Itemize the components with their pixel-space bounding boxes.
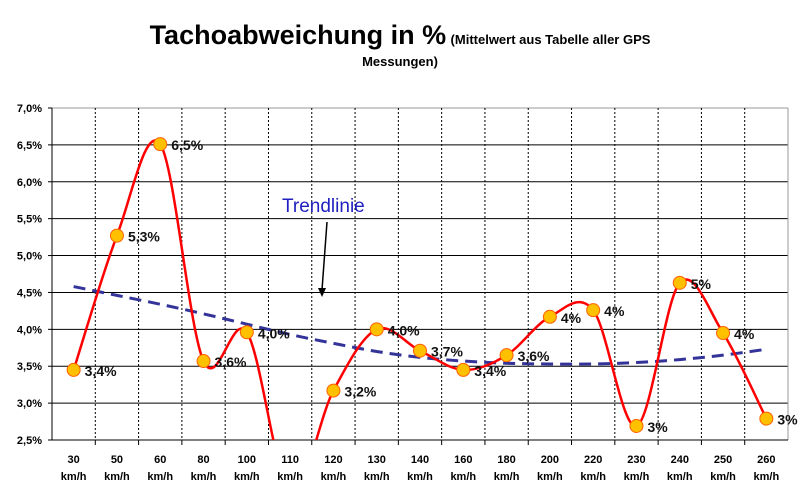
data-point [413, 343, 427, 358]
chart-title: Tachoabweichung in % (Mittelwert aus Tab… [0, 22, 800, 49]
y-tick-label: 4,5% [17, 287, 42, 299]
data-label: 3,2% [344, 384, 376, 400]
data-point [239, 325, 254, 340]
x-tick-unit: km/h [277, 471, 303, 483]
x-tick-unit: km/h [61, 471, 87, 483]
x-tick-unit: km/h [494, 471, 520, 483]
x-tick-label: 220 [584, 454, 602, 466]
chart-subtitle-line2: Messungen) [362, 54, 438, 69]
x-tick-unit: km/h [754, 471, 780, 483]
x-tick-label: 30 [68, 454, 80, 466]
data-label: 3,7% [431, 344, 463, 360]
data-label: 4% [561, 310, 582, 326]
x-tick-label: 260 [757, 454, 775, 466]
x-tick-unit: km/h [580, 471, 606, 483]
data-point [456, 362, 471, 377]
x-tick-label: 110 [281, 454, 299, 466]
x-tick-unit: km/h [450, 471, 476, 483]
x-tick-label: 140 [411, 454, 429, 466]
data-point [629, 418, 644, 433]
x-tick-unit: km/h [537, 471, 563, 483]
data-point [109, 228, 124, 243]
x-tick-unit: km/h [191, 471, 217, 483]
data-label: 3% [647, 419, 668, 435]
x-tick-unit: km/h [147, 471, 173, 483]
x-tick-label: 80 [197, 454, 209, 466]
annotation-arrow [321, 221, 328, 291]
y-tick-label: 5,0% [17, 251, 42, 263]
y-tick-label: 5,5% [17, 214, 42, 226]
x-tick-unit: km/h [364, 471, 390, 483]
y-tick-label: 7,0% [17, 103, 42, 115]
data-point [672, 275, 687, 290]
data-point [716, 326, 731, 341]
data-label: 3% [777, 412, 798, 428]
x-tick-unit: km/h [234, 471, 260, 483]
x-tick-label: 50 [111, 454, 123, 466]
data-label: 4% [734, 326, 755, 342]
data-point [759, 411, 774, 426]
x-tick-label: 180 [497, 454, 515, 466]
x-tick-unit: km/h [624, 471, 650, 483]
y-tick-label: 3,0% [17, 398, 42, 410]
data-label: 5,3% [128, 229, 160, 245]
x-tick-unit: km/h [710, 471, 736, 483]
arrow-head-icon [318, 288, 326, 297]
x-tick-unit: km/h [321, 471, 347, 483]
data-point [499, 348, 514, 363]
y-tick-label: 6,0% [17, 177, 42, 189]
x-tick-label: 120 [324, 454, 342, 466]
data-label: 3,4% [474, 363, 506, 379]
x-tick-unit: km/h [407, 471, 433, 483]
data-point [66, 362, 81, 377]
chart-subtitle-line1: (Mittelwert aus Tabelle aller GPS [450, 32, 651, 47]
y-tick-label: 2,5% [17, 435, 42, 447]
x-tick-label: 230 [627, 454, 645, 466]
x-tick-label: 60 [154, 454, 166, 466]
x-tick-label: 250 [714, 454, 732, 466]
data-label: 4,0% [258, 325, 290, 341]
data-point [369, 322, 384, 337]
data-point [542, 309, 557, 324]
x-tick-label: 100 [238, 454, 256, 466]
data-point [153, 137, 168, 152]
data-point [196, 354, 211, 369]
data-label: 4,0% [388, 322, 420, 338]
data-label: 3,6% [518, 348, 550, 364]
data-label: 6,5% [171, 137, 203, 153]
y-tick-label: 3,5% [17, 361, 42, 373]
chart-title-main: Tachoabweichung in % [149, 20, 447, 50]
x-tick-label: 200 [541, 454, 559, 466]
data-label: 3,4% [85, 363, 117, 379]
x-tick-label: 130 [368, 454, 386, 466]
x-tick-unit: km/h [667, 471, 693, 483]
trendline-annotation: Trendlinie [282, 196, 365, 217]
data-label: 4% [604, 303, 625, 319]
x-tick-label: 240 [671, 454, 689, 466]
data-point [586, 303, 601, 318]
data-label: 3,6% [215, 354, 247, 370]
data-point [326, 383, 341, 398]
data-label: 5% [691, 276, 712, 292]
y-tick-label: 6,5% [17, 140, 42, 152]
x-tick-unit: km/h [104, 471, 130, 483]
x-tick-label: 160 [454, 454, 472, 466]
y-tick-label: 4,0% [17, 324, 42, 336]
